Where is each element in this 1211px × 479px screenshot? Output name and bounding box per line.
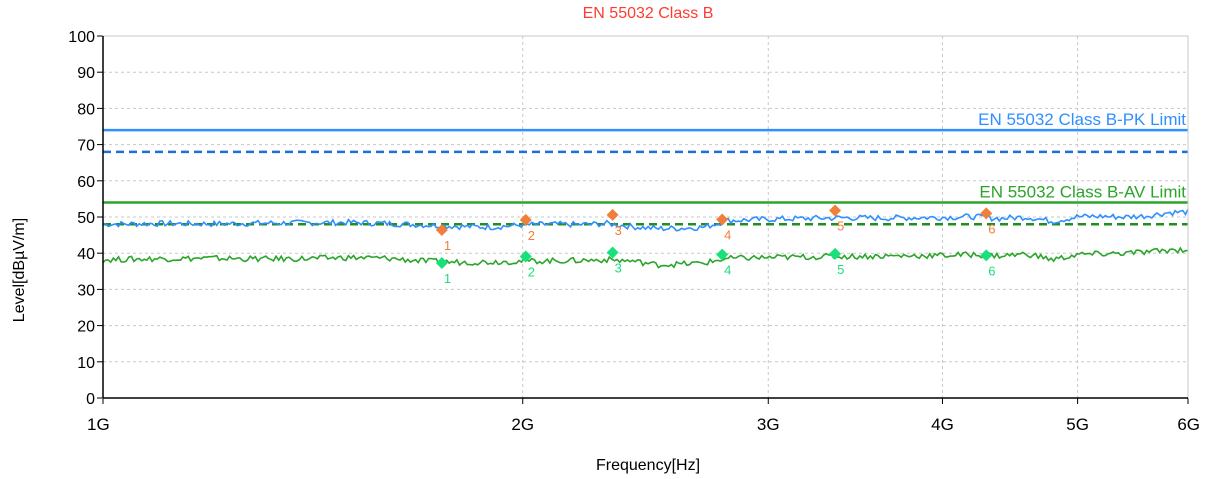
marker-avg-2 [519,250,532,263]
x-tick-label: 3G [757,415,780,434]
grid-lines [103,35,1189,398]
x-tick-label: 4G [931,415,954,434]
y-tick-label: 30 [77,282,95,299]
x-tick-label: 6G [1177,415,1200,434]
y-tick-label: 70 [77,138,95,155]
y-tick-label: 90 [77,65,95,82]
marker-avg-3 [606,246,619,259]
axes [97,35,1189,404]
marker-avg-4 [716,248,729,261]
marker-label: 2 [528,228,535,243]
marker-peak-5 [829,204,842,217]
x-tick-label: 2G [511,415,534,434]
marker-label: 6 [988,263,995,278]
y-tick-label: 10 [77,355,95,372]
limit-line-label: EN 55032 Class B-PK Limit [978,110,1186,129]
x-tick-label: 1G [87,415,110,434]
marker-avg-1 [435,256,448,269]
tick-labels: 0 10 20 30 40 50 60 70 80 90 100 1G 2G 3G 4G 5G 6G [68,29,1200,434]
marker-label: 1 [444,238,451,253]
y-tick-label: 80 [77,101,95,118]
marker-label: 4 [724,228,731,243]
marker-label: 6 [988,221,995,236]
chart-title: EN 55032 Class B [583,5,714,22]
marker-label: 2 [528,264,535,279]
marker-label: 1 [444,271,451,286]
y-tick-label: 50 [77,210,95,227]
marker-peak-2 [519,213,532,226]
limit-line-label: EN 55032 Class B-AV Limit [979,183,1186,202]
marker-label: 5 [837,262,844,277]
marker-avg-5 [829,247,842,260]
x-tick-label: 5G [1066,415,1089,434]
marker-peak-3 [606,208,619,221]
marker-label: 4 [724,263,731,278]
marker-peak-6 [980,207,993,220]
marker-peak-4 [716,213,729,226]
y-tick-label: 40 [77,246,95,263]
marker-label: 3 [615,260,622,275]
marker-avg-6 [980,249,993,262]
data-markers: 1 2 3 4 5 6 1 2 3 4 5 6 [435,204,995,286]
marker-peak-1 [435,224,448,237]
series-line [102,246,1189,269]
y-tick-label: 0 [86,391,95,408]
marker-label: 5 [837,218,844,233]
y-tick-label: 60 [77,174,95,191]
marker-label: 3 [615,223,622,238]
y-tick-label: 100 [68,29,95,46]
y-tick-label: 20 [77,319,95,336]
limit-lines: EN 55032 Class B-PK Limit EN 55032 Class … [103,110,1188,226]
x-axis-label: Frequency[Hz] [596,457,700,474]
data-series [102,208,1189,269]
y-axis-label: Level[dBµV/m] [11,218,28,322]
series-line [102,208,1189,232]
